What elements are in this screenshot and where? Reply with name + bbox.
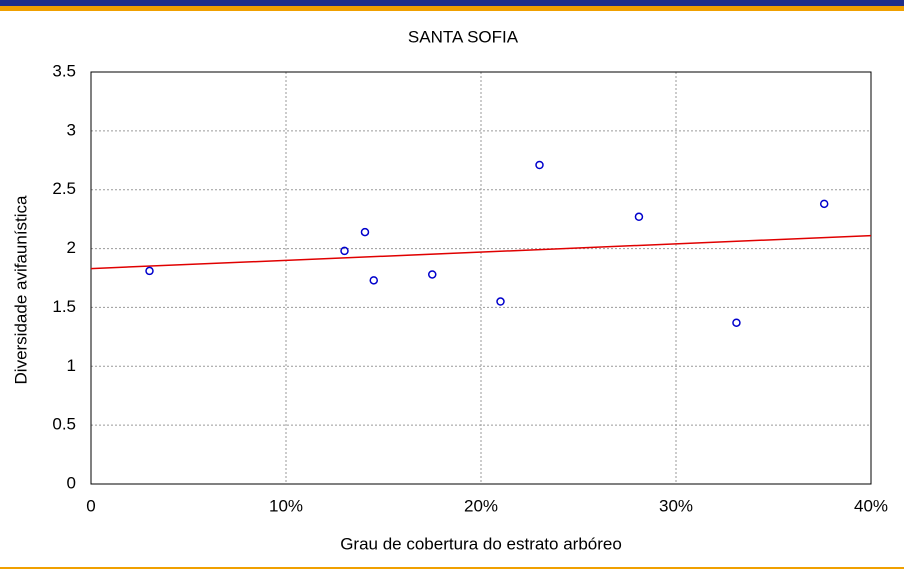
- chart-title: SANTA SOFIA: [408, 27, 519, 46]
- x-axis-label: Grau de cobertura do estrato arbóreo: [340, 534, 622, 553]
- y-tick-label: 0: [67, 473, 76, 492]
- point: [428, 270, 437, 279]
- point: [732, 318, 741, 327]
- x-tick-label: 10%: [269, 496, 303, 515]
- point: [340, 246, 349, 256]
- y-tick-label: 3.5: [52, 61, 76, 80]
- x-tick-label: 30%: [659, 496, 693, 515]
- y-tick-label: 2: [67, 238, 76, 257]
- point: [145, 266, 154, 276]
- fit-line: [90, 234, 872, 270]
- y-axis-label: Diversidade avifaunística: [11, 195, 30, 385]
- y-tick-label: 3: [67, 120, 76, 139]
- bottom-stripe: [0, 567, 904, 569]
- top-stripe: [0, 6, 904, 11]
- y-tick-label: 1.5: [52, 297, 76, 316]
- point: [535, 160, 544, 170]
- y-tick-label: 2.5: [52, 179, 76, 198]
- x-tick-label: 40%: [854, 496, 888, 515]
- x-tick-label: 0: [86, 496, 95, 515]
- point: [496, 297, 505, 306]
- x-tick-label: 20%: [464, 496, 498, 515]
- point: [369, 276, 378, 285]
- y-tick-label: 1: [67, 356, 76, 375]
- top-band: [0, 0, 904, 6]
- point: [360, 227, 370, 237]
- point: [634, 212, 644, 222]
- point: [819, 199, 829, 209]
- y-tick-label: 0.5: [52, 415, 76, 434]
- plot-frame: [90, 71, 872, 485]
